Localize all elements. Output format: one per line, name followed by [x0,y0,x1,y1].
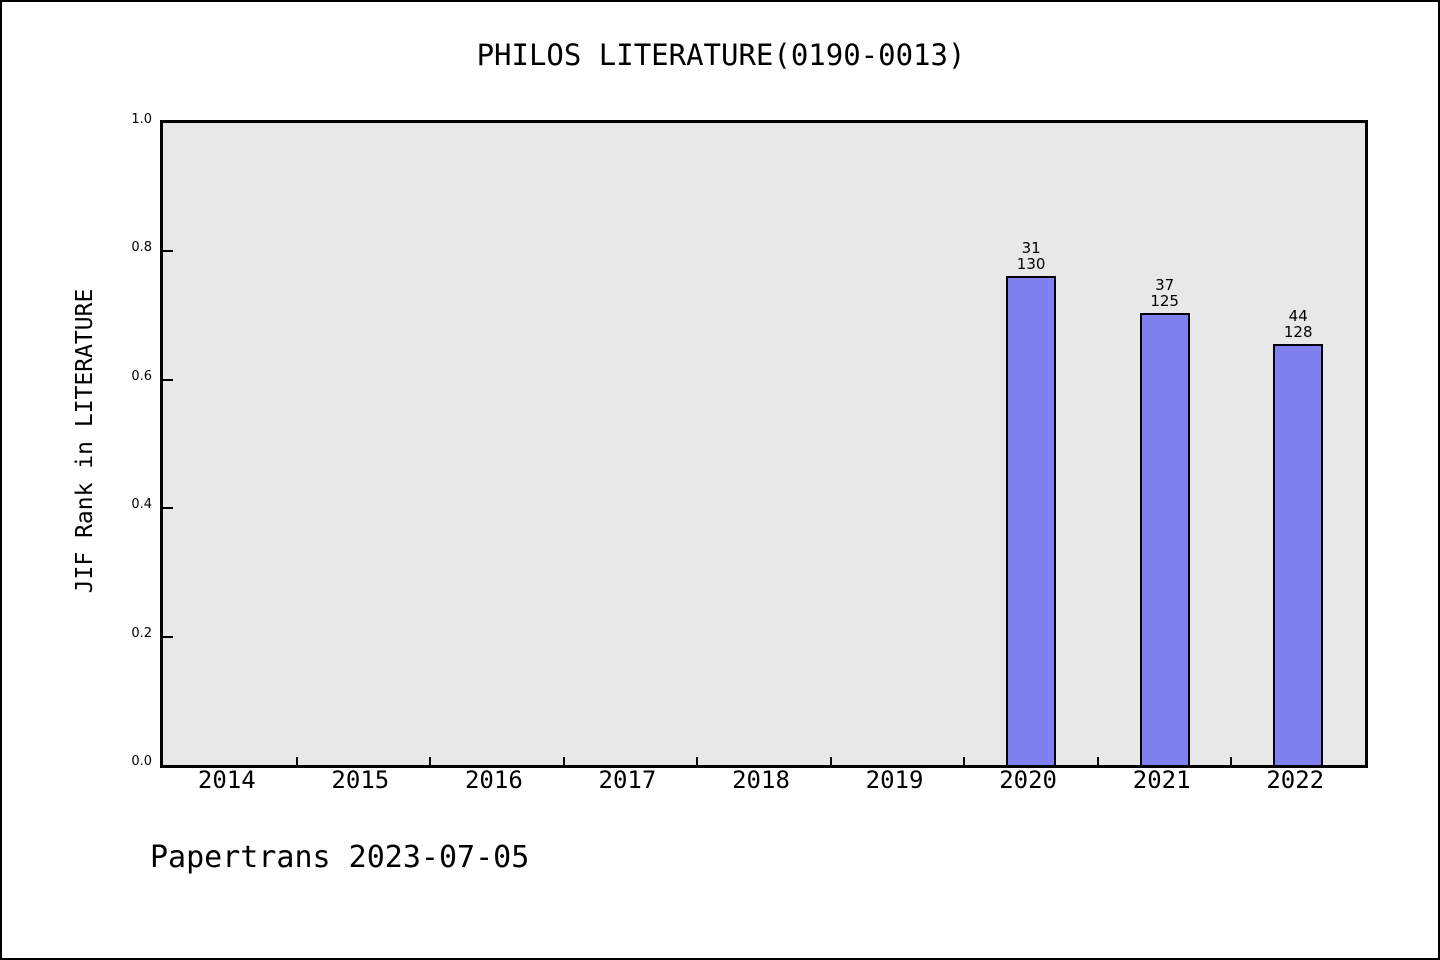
bar-rank-value: 31 [1021,238,1041,257]
x-tick [829,757,832,765]
chart-footer: Papertrans 2023-07-05 [150,840,530,875]
x-tick [562,757,565,765]
x-tick [429,757,432,765]
y-tick [163,378,173,381]
x-tick-label: 2014 [197,766,256,794]
y-tick-label: 0.2 [131,625,152,641]
bar [1139,313,1190,765]
y-tick [163,250,173,253]
bar-rank-value: 37 [1155,276,1175,295]
y-tick-label: 0.8 [131,240,152,256]
bar-value-label: 44 128 [1248,308,1348,340]
bar-total-value: 125 [1150,292,1179,311]
x-tick [1096,757,1099,765]
x-tick-label: 2019 [865,766,924,794]
x-tick-label: 2021 [1132,766,1191,794]
y-axis-label: JIF Rank in LITERATURE [72,288,98,594]
y-tick-label: 0.4 [131,497,152,513]
bar-total-value: 130 [1016,254,1046,273]
y-tick [163,635,173,638]
x-tick-label: 2022 [1266,766,1325,794]
chart-title: PHILOS LITERATURE(0190-0013) [476,38,966,72]
x-tick-label: 2016 [464,766,523,794]
x-tick [963,757,966,765]
y-tick-label: 0.6 [131,368,152,384]
x-tick [1230,757,1233,765]
y-tick-label: 1.0 [131,112,152,127]
x-tick [295,757,298,765]
bar-rank-value: 44 [1288,306,1308,325]
bar-value-label: 31 130 [981,240,1081,272]
x-tick-label: 2020 [999,766,1057,794]
plot-area: 31 130 37 125 44 128 [160,120,1368,768]
x-tick-label: 2017 [598,766,657,794]
x-tick [696,757,699,765]
y-tick [163,507,173,510]
x-tick-label: 2015 [331,766,390,794]
bar [1006,275,1057,765]
x-tick-label: 2018 [732,766,790,794]
bar-value-label: 37 125 [1115,277,1215,309]
bar-total-value: 128 [1283,322,1313,341]
bar [1273,343,1324,765]
y-tick-label: 0.0 [131,754,152,769]
